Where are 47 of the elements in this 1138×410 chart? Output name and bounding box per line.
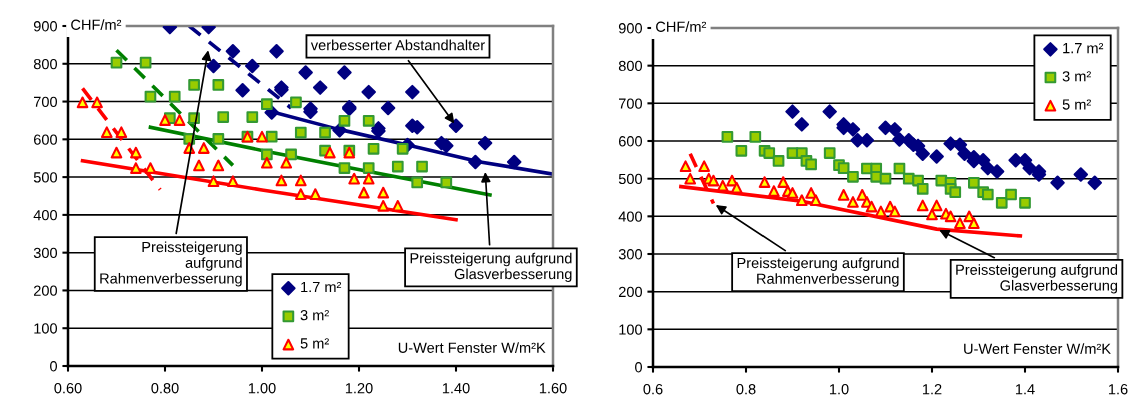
annotation: verbesserter Abstandhalter (310, 39, 485, 51)
y-tick-label: 700 (619, 98, 643, 109)
y-tick-label: 100 (34, 323, 58, 334)
y-tick-label: 200 (33, 285, 58, 296)
x-axis-title: U-Wert Fenster W/m²K (964, 343, 1111, 354)
y-tick-label: 0 (635, 362, 643, 373)
x-tick-label: 1.60 (539, 383, 567, 394)
x-tick-label: 1.20 (345, 383, 373, 394)
y-tick-label: 900 (33, 21, 58, 32)
y-tick-label: 600 (33, 134, 58, 145)
x-tick-label: 1.2 (922, 384, 942, 395)
legend-label: 3 m² (300, 310, 329, 321)
y-tick-label: 800 (618, 60, 643, 72)
y-tick-label: 600 (618, 136, 643, 147)
legend-label: 1.7 m² (1063, 43, 1104, 54)
x-axis-title: U-Wert Fenster W/m²K (398, 342, 546, 353)
legend-label: 5 m² (300, 338, 329, 349)
y-tick-label: 100 (619, 324, 643, 335)
annotation: Preissteigerung aufgrund Glasverbesserung (956, 264, 1118, 294)
y-tick-label: 500 (33, 172, 58, 183)
x-tick-label: 1.4 (1015, 384, 1035, 395)
x-tick-label: 1.00 (248, 383, 276, 394)
y-tick-label: 200 (618, 286, 643, 298)
y-tick-label: 800 (33, 58, 58, 70)
legend-label: 1.7 m² (301, 281, 342, 293)
y-tick-label: 400 (33, 209, 58, 221)
y-tick-label: 400 (618, 211, 643, 222)
x-tick-label: 1.0 (829, 384, 849, 395)
x-tick-label: 0.60 (54, 383, 82, 394)
x-tick-label: 0.8 (736, 384, 756, 395)
x-tick-label: 1.6 (1108, 384, 1128, 395)
y-tick-label: 500 (618, 173, 643, 185)
y-tick-label: 300 (618, 249, 643, 260)
y-axis-title: CHF/m² (71, 19, 122, 30)
y-tick-label: 900 (618, 23, 643, 34)
y-axis-title: CHF/m² (656, 21, 707, 32)
y-tick-label: 300 (33, 247, 58, 259)
annotation: Preissteigerung aufgrund Rahmenverbesserung (737, 257, 899, 287)
annotation: Preissteigerung aufgrund Glasverbesserung (410, 252, 572, 283)
x-tick-label: 1.40 (442, 383, 470, 394)
x-tick-label: 0.80 (151, 383, 179, 394)
annotation: Preissteigerung aufgrund Rahmenverbesserung (100, 241, 242, 287)
legend-label: 5 m² (1062, 99, 1091, 110)
y-tick-label: 0 (50, 361, 58, 372)
y-tick-label: 700 (34, 96, 58, 107)
legend-label: 3 m² (1062, 71, 1091, 82)
x-tick-label: 0.6 (643, 384, 663, 395)
